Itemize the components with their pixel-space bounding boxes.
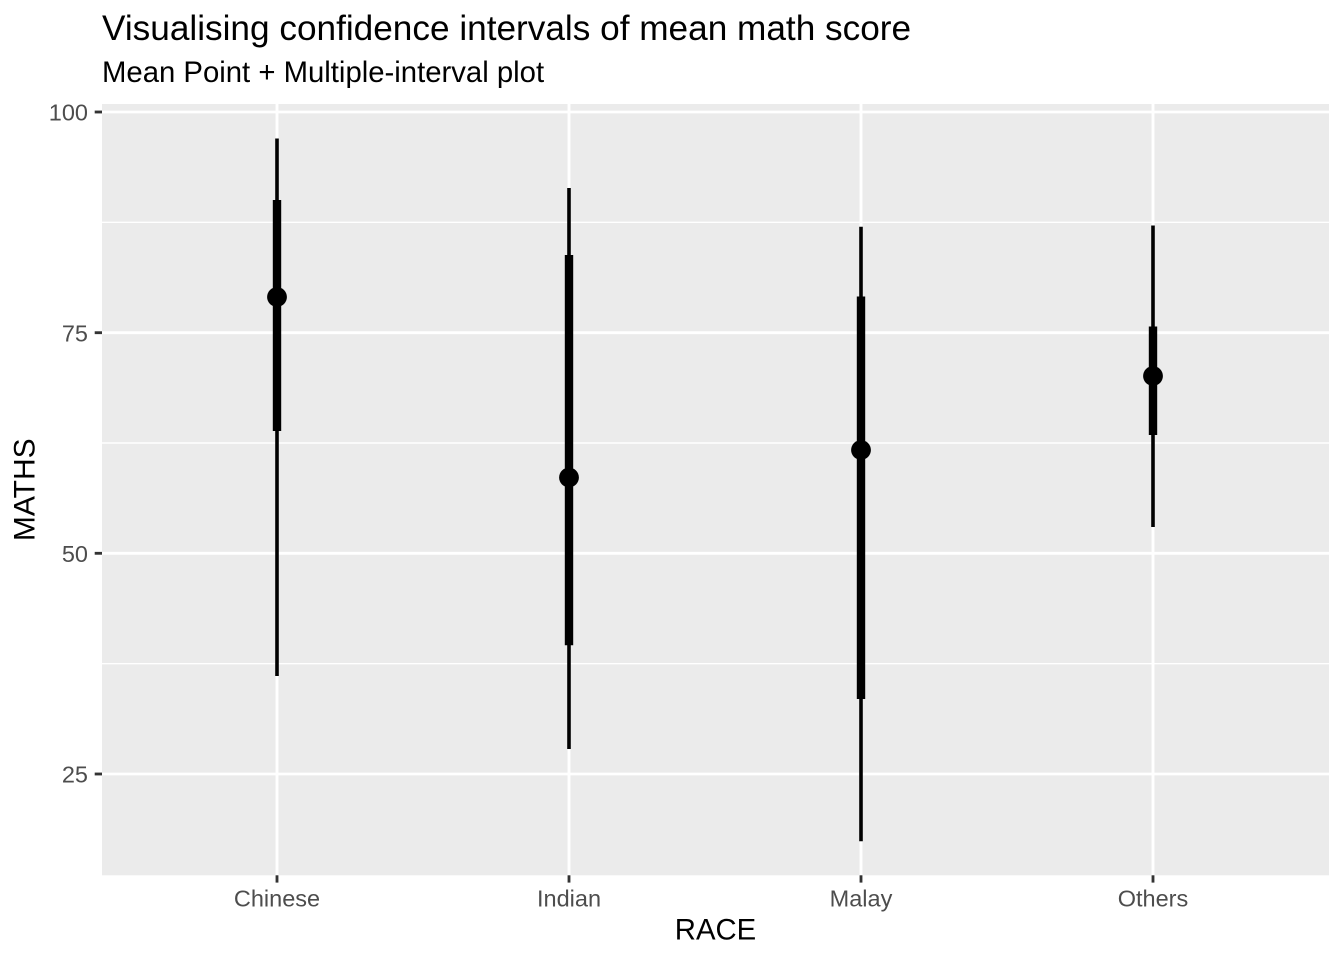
svg-text:50: 50 <box>62 541 88 567</box>
svg-text:Malay: Malay <box>830 885 893 911</box>
svg-text:Mean Point + Multiple-interval: Mean Point + Multiple-interval plot <box>102 56 544 89</box>
svg-text:75: 75 <box>62 320 88 346</box>
svg-text:100: 100 <box>49 100 88 126</box>
svg-text:Chinese: Chinese <box>234 885 320 911</box>
svg-text:Indian: Indian <box>537 885 601 911</box>
svg-text:Others: Others <box>1118 885 1189 911</box>
svg-text:Visualising confidence interva: Visualising confidence intervals of mean… <box>102 9 911 48</box>
svg-text:RACE: RACE <box>675 913 756 946</box>
svg-text:MATHS: MATHS <box>8 438 41 541</box>
svg-text:25: 25 <box>62 762 88 788</box>
